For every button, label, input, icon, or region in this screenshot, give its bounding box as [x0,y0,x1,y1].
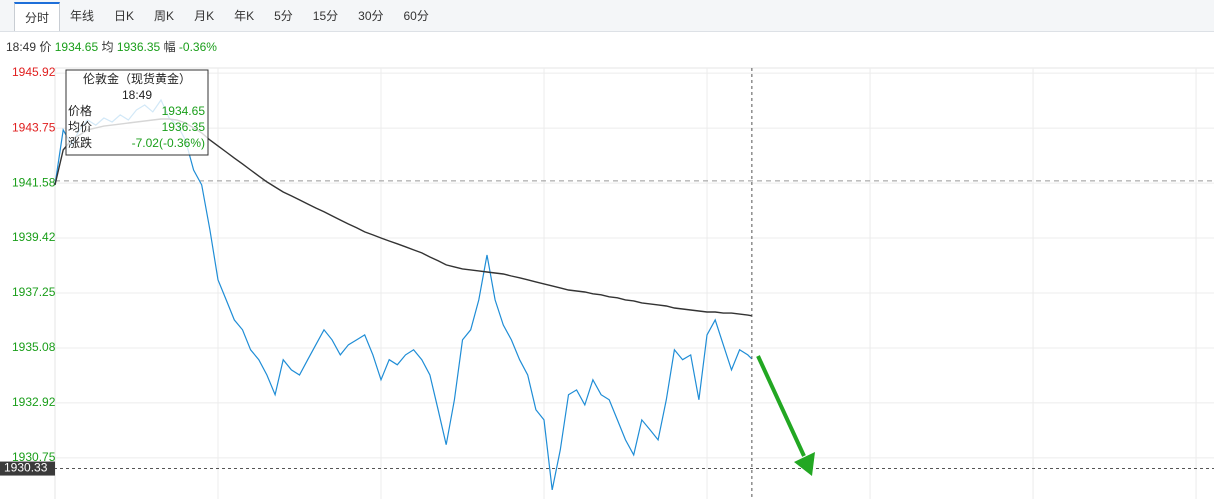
tooltip-label: 价格 [68,103,92,118]
y-tick-label: 1930.75 [12,450,56,464]
tab[interactable]: 30分 [358,9,384,23]
quote-avg-label: 均 [101,40,114,54]
tab[interactable]: 月K [194,9,215,23]
tab[interactable]: 周K [154,9,175,23]
tooltip-value: -7.02(-0.36%) [132,136,205,150]
quote-time: 18:49 [6,40,37,54]
y-tick-label: 1937.25 [12,285,56,299]
tab[interactable]: 15分 [312,9,339,23]
y-tick-label: 1935.08 [12,340,56,354]
quote-change-label: 幅 [163,40,176,54]
tooltip-time: 18:49 [122,88,152,102]
tab[interactable]: 60分 [403,9,429,23]
quote-price: 1934.65 [54,40,99,54]
series-line [54,98,753,491]
tab[interactable]: 年K [234,9,255,23]
crosshair-label: 1930.33 [4,461,48,475]
tooltip-value: 1934.65 [162,104,206,118]
tab[interactable]: 5分 [274,9,293,23]
tooltip: 伦敦金（现货黄金） 18:49 价格 1934.65 均价 1936.35 涨跌 -7.02(… [65,69,209,156]
y-tick-label: 1945.92 [12,65,56,79]
tab[interactable]: 年线 [70,9,95,23]
tooltip-label: 涨跌 [68,135,92,150]
y-tick-label: 1939.42 [12,230,56,244]
tab[interactable]: 日K [114,9,135,23]
tooltip-value: 1936.35 [162,120,206,134]
y-tick-label: 1941.58 [12,175,56,189]
tab[interactable]: 分时 [14,2,61,31]
tab-bar: 分时 年线 日K 周K 月K 年K 5分 15分 30分 60分 [0,0,1214,32]
y-tick-label: 1932.92 [12,395,56,409]
y-tick-label: 1943.75 [12,120,56,134]
quote-change: -0.36% [178,40,217,54]
annotation-arrowhead [794,452,815,476]
quote-line: 18:49 价 1934.65 均 1936.35 幅 -0.36% [6,38,217,55]
tooltip-title: 伦敦金（现货黄金） [83,71,191,86]
tooltip-label: 均价 [68,120,92,134]
annotation-arrow [756,355,806,457]
quote-avg: 1936.35 [116,40,161,54]
quote-price-label: 价 [39,40,52,54]
crosshair-label-bg [0,461,55,476]
tooltip-box [65,69,209,156]
